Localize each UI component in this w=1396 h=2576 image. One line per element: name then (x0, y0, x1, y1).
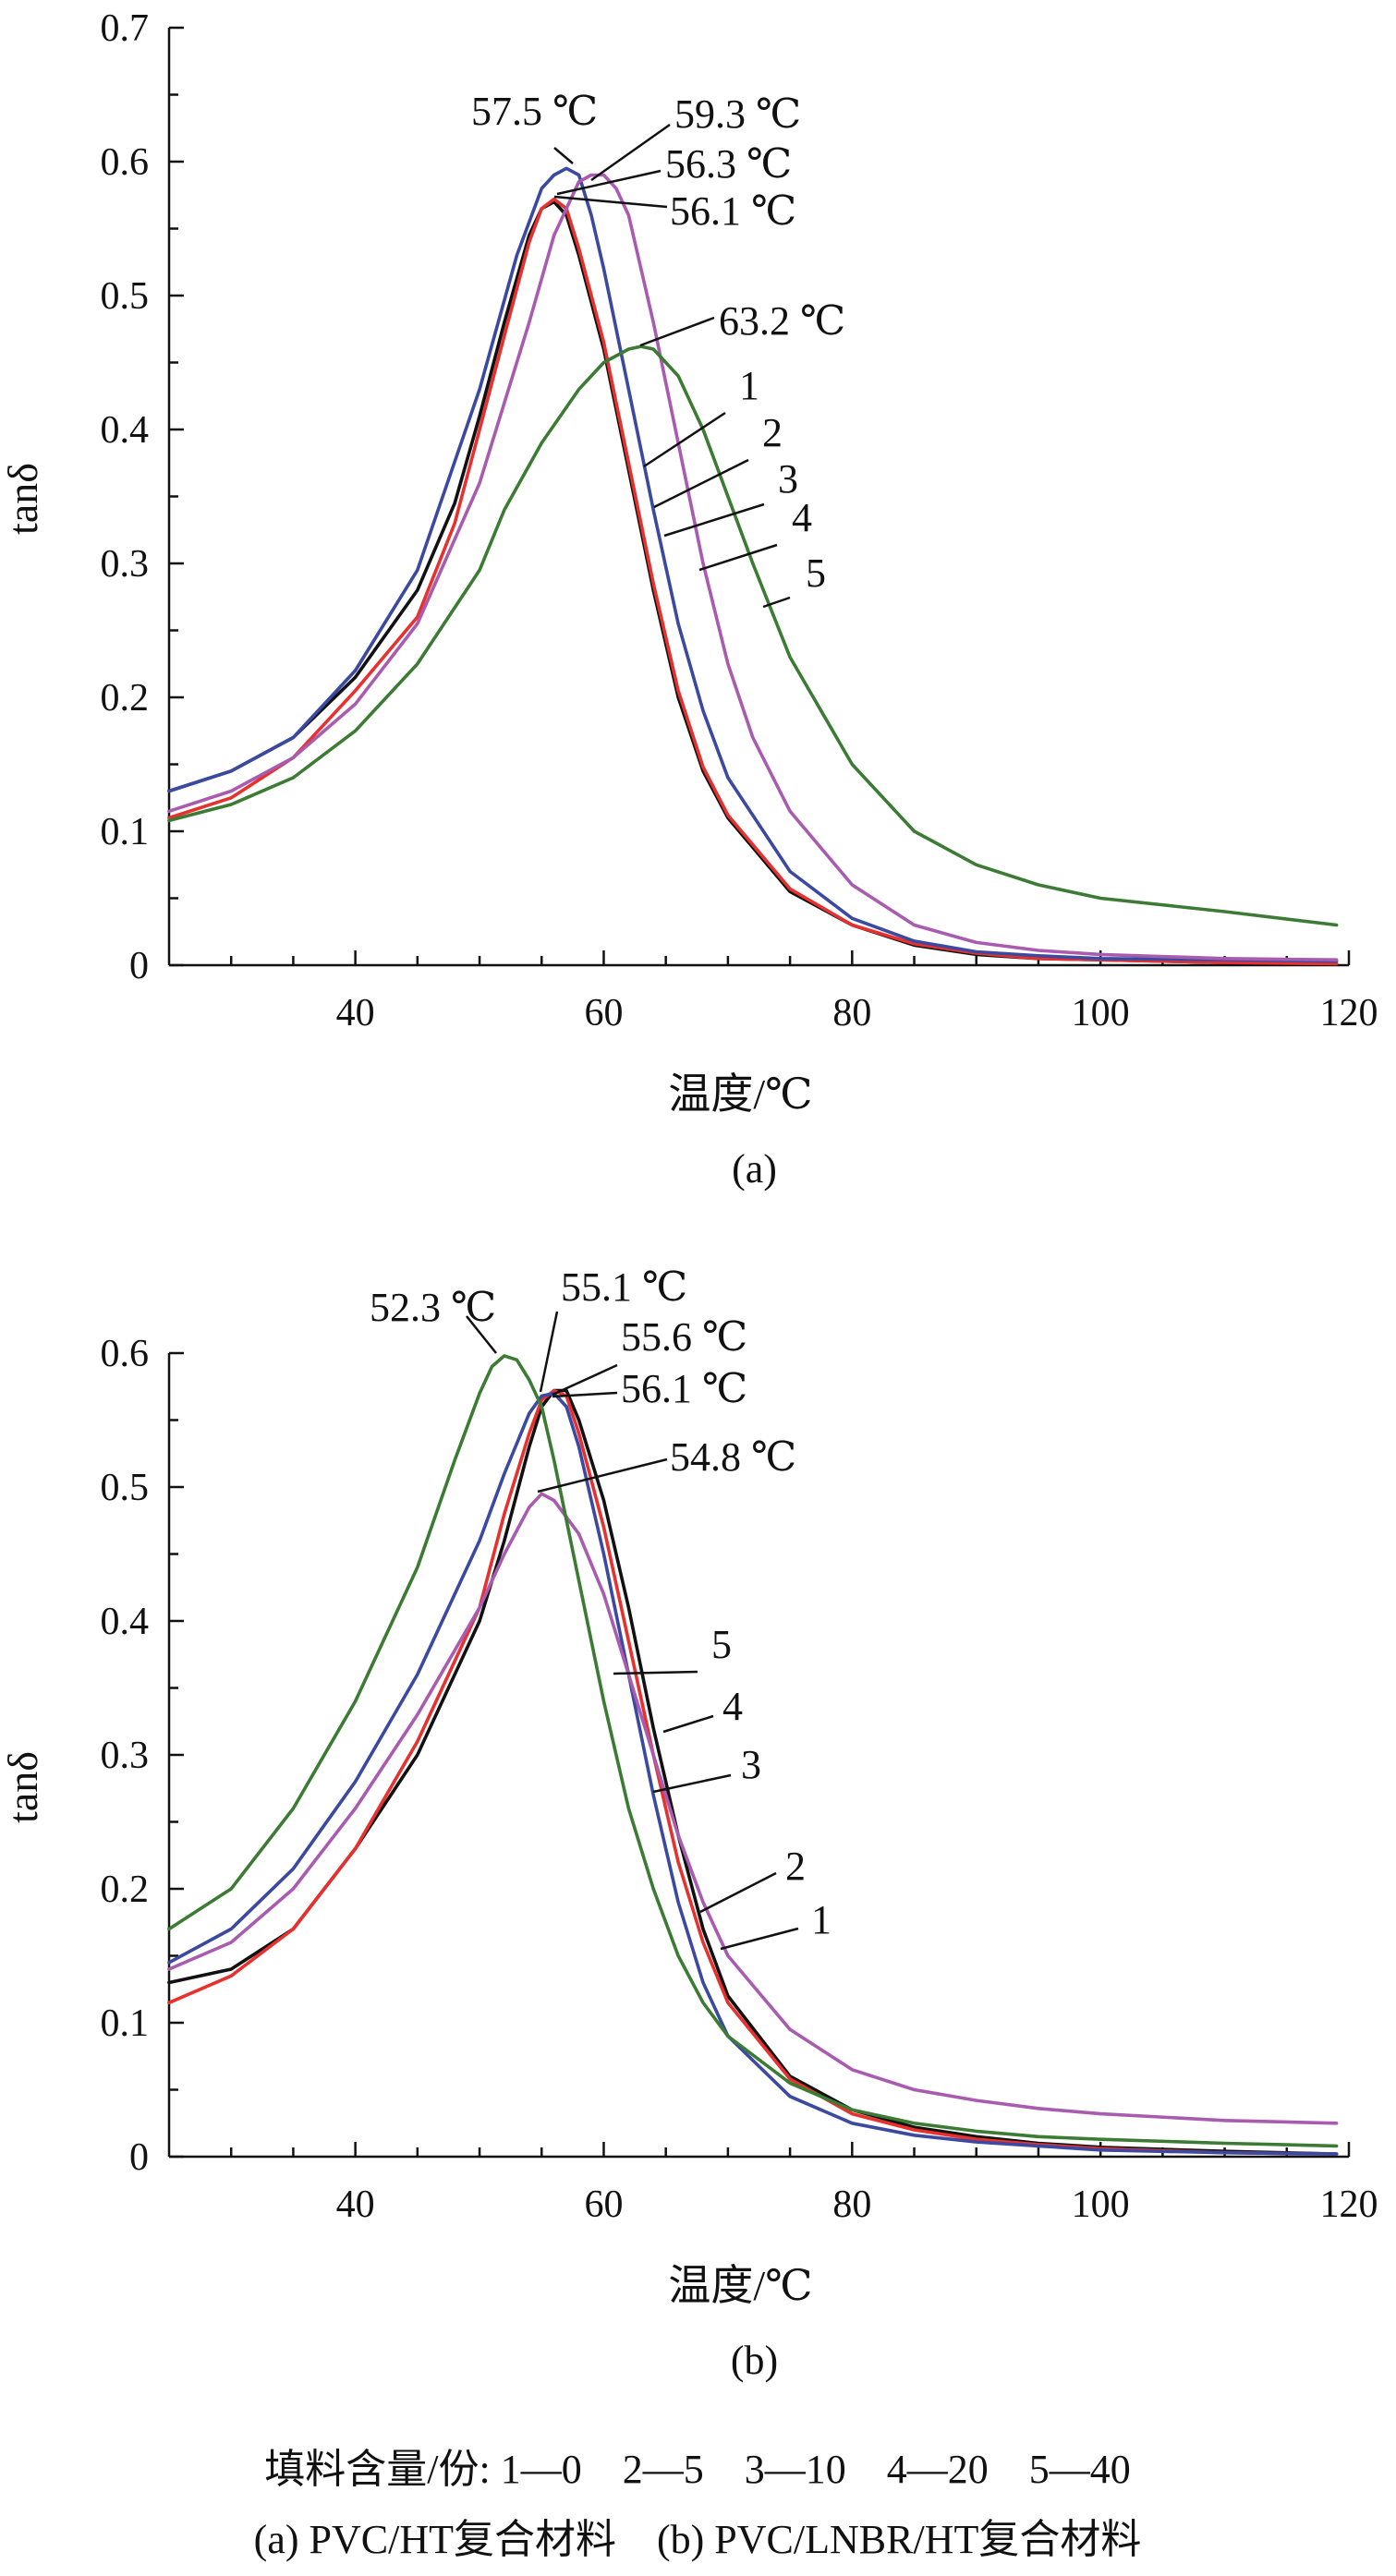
figure-caption: (a) PVC/HT复合材料 (b) PVC/LNBR/HT复合材料 (254, 2517, 1142, 2562)
peak-leader-line (590, 123, 671, 182)
curve-number-label: 5 (711, 1622, 732, 1667)
x-tick-label: 80 (832, 992, 871, 1034)
curve-leader-line (643, 411, 726, 468)
peak-temperature-label: 59.3 ℃ (674, 91, 801, 137)
curve-leader-line (720, 1927, 799, 1951)
x-tick-label: 100 (1072, 2183, 1130, 2226)
y-tick-label: 0.6 (101, 141, 150, 184)
peak-leader-line (639, 316, 715, 347)
curve-leader-line (653, 458, 749, 509)
x-tick-label: 40 (336, 2183, 375, 2226)
y-tick-label: 0.6 (101, 1333, 150, 1375)
y-tick-label: 0.2 (101, 1869, 150, 1911)
x-tick-label: 40 (336, 992, 375, 1034)
peak-leader-line (552, 1363, 618, 1397)
series-4-line (167, 1492, 1339, 2125)
y-tick-label: 0.4 (101, 409, 150, 452)
peak-temperature-label: 54.8 ℃ (670, 1434, 796, 1480)
peak-leader-line (466, 1315, 497, 1354)
peak-leader-line (553, 195, 668, 209)
peak-leader-line (553, 147, 574, 164)
series-1-line (167, 1388, 1339, 2156)
peak-temperature-label: 55.6 ℃ (621, 1314, 747, 1360)
x-tick-label: 120 (1320, 2183, 1378, 2226)
curve-leader-line (663, 502, 765, 538)
filler-content-legend: 填料含量/份: 1—0 2—5 3—10 4—20 5—40 (264, 2447, 1130, 2492)
series-5-line (167, 345, 1339, 927)
peak-temperature-label: 55.1 ℃ (561, 1264, 687, 1310)
x-tick-label: 60 (584, 992, 623, 1034)
x-tick-label: 80 (832, 2183, 871, 2226)
panel-caption: (b) (731, 2338, 778, 2383)
peak-temperature-label: 57.5 ℃ (471, 89, 598, 134)
peak-leader-line (539, 1311, 559, 1393)
series-2-line (167, 1388, 1339, 2156)
peak-leader-line (537, 1457, 668, 1494)
series-3-line (167, 1391, 1339, 2156)
x-tick-label: 120 (1320, 992, 1378, 1034)
y-axis-title: tanδ (0, 1751, 46, 1823)
curve-number-label: 5 (806, 550, 826, 596)
y-tick-label: 0.5 (101, 275, 150, 318)
y-tick-label: 0.2 (101, 677, 150, 720)
x-tick-label: 60 (584, 2183, 623, 2226)
peak-temperature-label: 56.3 ℃ (665, 141, 792, 187)
curve-number-label: 1 (811, 1897, 832, 1942)
series-4-line (167, 173, 1339, 961)
peak-leader-line (552, 1391, 618, 1398)
curve-number-label: 3 (778, 456, 798, 502)
y-tick-label: 0.7 (101, 7, 150, 50)
peak-temperature-label: 52.3 ℃ (370, 1285, 496, 1330)
curve-number-label: 1 (739, 363, 759, 408)
panel-b: 40 60 80 100 120 0 0.1 0.2 0.3 0.4 0.5 0.6 温度/℃ tanδ (… (0, 1264, 1378, 2383)
curve-leader-line (699, 1871, 777, 1914)
peak-temperature-label: 56.1 ℃ (670, 188, 796, 234)
curve-number-label: 2 (762, 410, 783, 455)
x-axis-title: 温度/℃ (668, 2262, 812, 2309)
curve-number-label: 4 (792, 495, 812, 540)
curve-leader-line (652, 1773, 732, 1794)
curve-leader-line (698, 543, 778, 572)
y-axis-title: tanδ (0, 463, 46, 535)
y-tick-label: 0.1 (101, 2002, 150, 2045)
panel-caption: (a) (732, 1146, 777, 1191)
curve-number-label: 4 (722, 1684, 743, 1729)
y-tick-label: 0 (129, 2136, 149, 2179)
y-tick-label: 0.3 (101, 543, 150, 586)
curve-leader-line (613, 1670, 698, 1675)
series-5-line (167, 1354, 1339, 2148)
y-tick-label: 0.1 (101, 811, 150, 853)
y-tick-label: 0.5 (101, 1467, 150, 1509)
panel-a: 40 60 80 100 120 0 0.1 0.2 0.3 0.4 0.5 0.6 0.7 温度/℃ ta… (0, 7, 1378, 1191)
curve-leader-line (762, 596, 791, 609)
peak-temperature-label: 56.1 ℃ (621, 1366, 747, 1411)
series-2-line (167, 197, 1339, 966)
curve-number-label: 3 (741, 1742, 761, 1787)
curve-leader-line (662, 1714, 714, 1734)
y-tick-label: 0.3 (101, 1735, 150, 1777)
peak-temperature-label: 63.2 ℃ (719, 298, 845, 344)
peak-leader-line (556, 169, 662, 196)
x-tick-label: 100 (1072, 992, 1130, 1034)
y-tick-label: 0.4 (101, 1601, 150, 1643)
series-3-line (167, 166, 1339, 963)
y-tick-label: 0 (129, 945, 149, 987)
curve-number-label: 2 (785, 1844, 806, 1889)
x-axis-title: 温度/℃ (668, 1070, 812, 1118)
